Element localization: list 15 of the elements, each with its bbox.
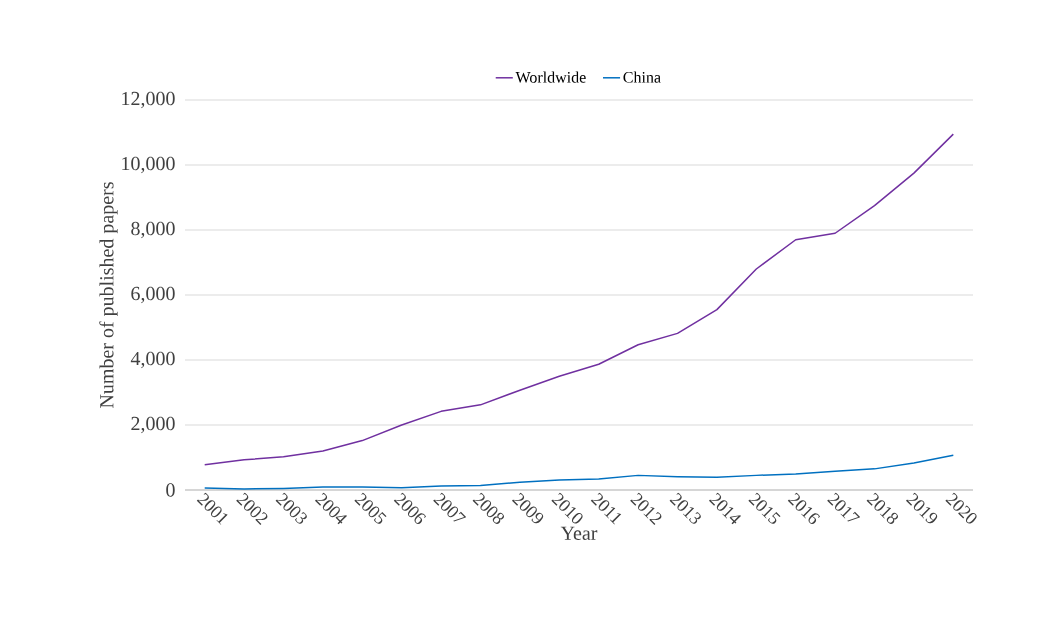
y-tick-label: 0 <box>166 483 175 497</box>
x-tick-label: 2017 <box>827 492 861 522</box>
line-series <box>203 133 955 466</box>
x-axis-title: Year <box>560 526 598 540</box>
y-tick-label: 4,000 <box>130 351 175 369</box>
y-tick-label: 2,000 <box>131 416 175 434</box>
x-tick-label: 2007 <box>433 492 467 522</box>
legend-label: Worldwide <box>515 71 586 83</box>
y-tick-label: 10,000 <box>122 156 175 174</box>
y-tick-label: 8,000 <box>131 221 175 239</box>
y-axis-title: Number of published papers <box>99 182 118 408</box>
line-series <box>203 454 955 490</box>
y-tick-label: 6,000 <box>131 286 175 304</box>
y-tick-label: 12,000 <box>122 91 175 109</box>
legend-label: China <box>623 71 661 83</box>
